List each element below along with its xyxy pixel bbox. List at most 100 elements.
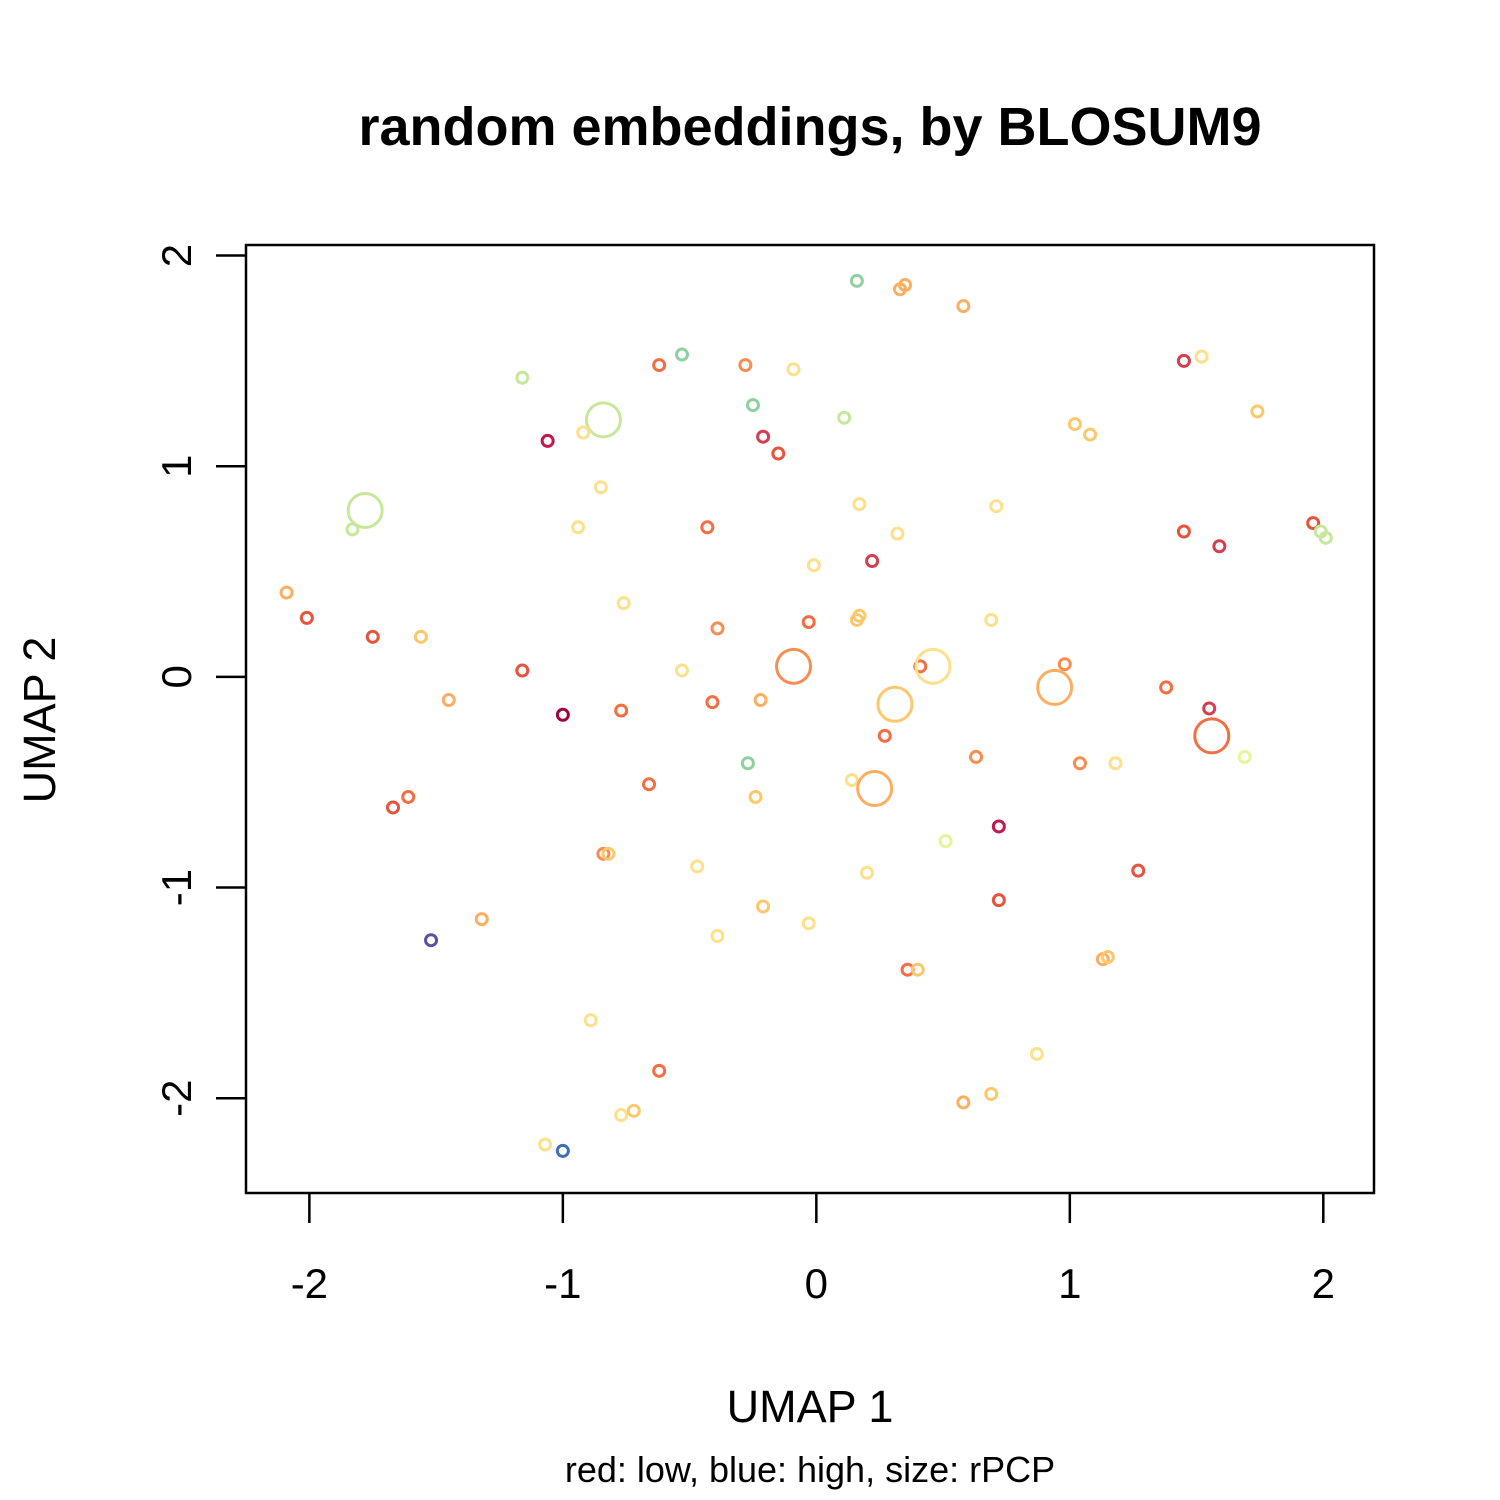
data-point: [1029, 1046, 1044, 1061]
data-point: [914, 647, 952, 685]
data-point: [474, 912, 489, 927]
data-point: [1067, 417, 1082, 432]
y-tick-label: 2: [153, 244, 200, 267]
data-point: [614, 1108, 629, 1123]
data-point: [1131, 863, 1146, 878]
data-point: [1176, 353, 1191, 368]
data-point: [1083, 427, 1098, 442]
data-point: [705, 695, 720, 710]
data-point: [279, 585, 294, 600]
y-tick-label: 0: [153, 665, 200, 688]
data-point: [1212, 539, 1227, 554]
data-point: [616, 596, 631, 611]
data-point: [738, 358, 753, 373]
data-point: [956, 1095, 971, 1110]
data-point: [596, 846, 611, 861]
data-point: [801, 615, 816, 630]
data-point: [856, 770, 894, 808]
data-point: [1250, 404, 1265, 419]
data-point: [1100, 950, 1115, 965]
data-point: [984, 1086, 999, 1101]
data-point: [877, 728, 892, 743]
data-point: [1159, 680, 1174, 695]
data-point: [852, 497, 867, 512]
data-point: [876, 685, 914, 723]
data-point: [583, 1013, 598, 1028]
data-point: [1194, 349, 1209, 364]
data-point: [745, 398, 760, 413]
y-tick-label: 1: [153, 455, 200, 478]
data-point: [1202, 701, 1217, 716]
axis-ticks: -2 -1 0 1 2 -2 -1 0 1 2: [153, 244, 1335, 1307]
data-point: [910, 962, 925, 977]
data-point: [865, 554, 880, 568]
x-tick-label: -1: [544, 1260, 581, 1307]
data-point: [991, 819, 1006, 834]
data-point: [849, 273, 864, 288]
data-point: [938, 834, 953, 849]
data-point: [555, 707, 570, 722]
data-point: [346, 491, 384, 529]
data-point: [576, 425, 591, 440]
data-point: [984, 612, 999, 627]
data-point: [852, 608, 867, 623]
data-point: [674, 663, 689, 678]
data-point: [756, 899, 771, 914]
data-point: [365, 629, 380, 644]
data-point: [555, 1143, 570, 1158]
data-point: [652, 358, 667, 373]
data-point: [571, 520, 586, 535]
data-point: [1176, 524, 1191, 539]
data-point: [593, 480, 608, 495]
x-tick-label: 1: [1058, 1260, 1081, 1307]
data-points: [279, 273, 1333, 1158]
data-point: [441, 693, 456, 708]
data-point: [771, 446, 786, 461]
y-tick-label: -2: [153, 1080, 200, 1117]
x-tick-label: -2: [291, 1260, 328, 1307]
data-point: [801, 916, 816, 931]
chart-title: random embeddings, by BLOSUM9: [358, 97, 1261, 157]
data-point: [401, 789, 416, 804]
data-point: [424, 933, 439, 948]
data-point: [756, 429, 771, 444]
data-point: [652, 1063, 667, 1078]
x-tick-label: 0: [805, 1260, 828, 1307]
data-point: [601, 846, 616, 861]
data-point: [710, 928, 725, 943]
data-point: [1108, 756, 1123, 771]
data-point: [345, 522, 360, 537]
data-point: [890, 526, 905, 541]
data-point: [700, 520, 715, 535]
data-point: [538, 1137, 553, 1152]
data-point: [299, 610, 314, 625]
data-point: [1193, 717, 1231, 755]
data-point: [775, 647, 813, 685]
data-point: [740, 756, 755, 771]
data-point: [1306, 516, 1321, 531]
data-point: [584, 401, 622, 439]
y-tick-label: -1: [153, 869, 200, 906]
data-point: [626, 1103, 641, 1118]
data-point: [1057, 657, 1072, 672]
data-point: [1036, 668, 1074, 706]
data-point: [748, 789, 763, 804]
data-point: [969, 749, 984, 764]
data-point: [753, 693, 768, 708]
data-point: [844, 773, 859, 788]
data-point: [989, 499, 1004, 514]
data-point: [386, 800, 401, 815]
data-point: [1072, 756, 1087, 771]
chart-subtitle: red: low, blue: high, size: rPCP: [565, 1449, 1055, 1490]
x-tick-label: 2: [1312, 1260, 1335, 1307]
data-point: [710, 621, 725, 636]
data-point: [786, 362, 801, 377]
y-axis-label: UMAP 2: [14, 637, 65, 804]
data-point: [642, 777, 657, 792]
data-point: [1318, 530, 1333, 545]
data-point: [674, 347, 689, 362]
data-point: [1237, 749, 1252, 764]
data-point: [991, 893, 1006, 908]
data-point: [860, 865, 875, 880]
